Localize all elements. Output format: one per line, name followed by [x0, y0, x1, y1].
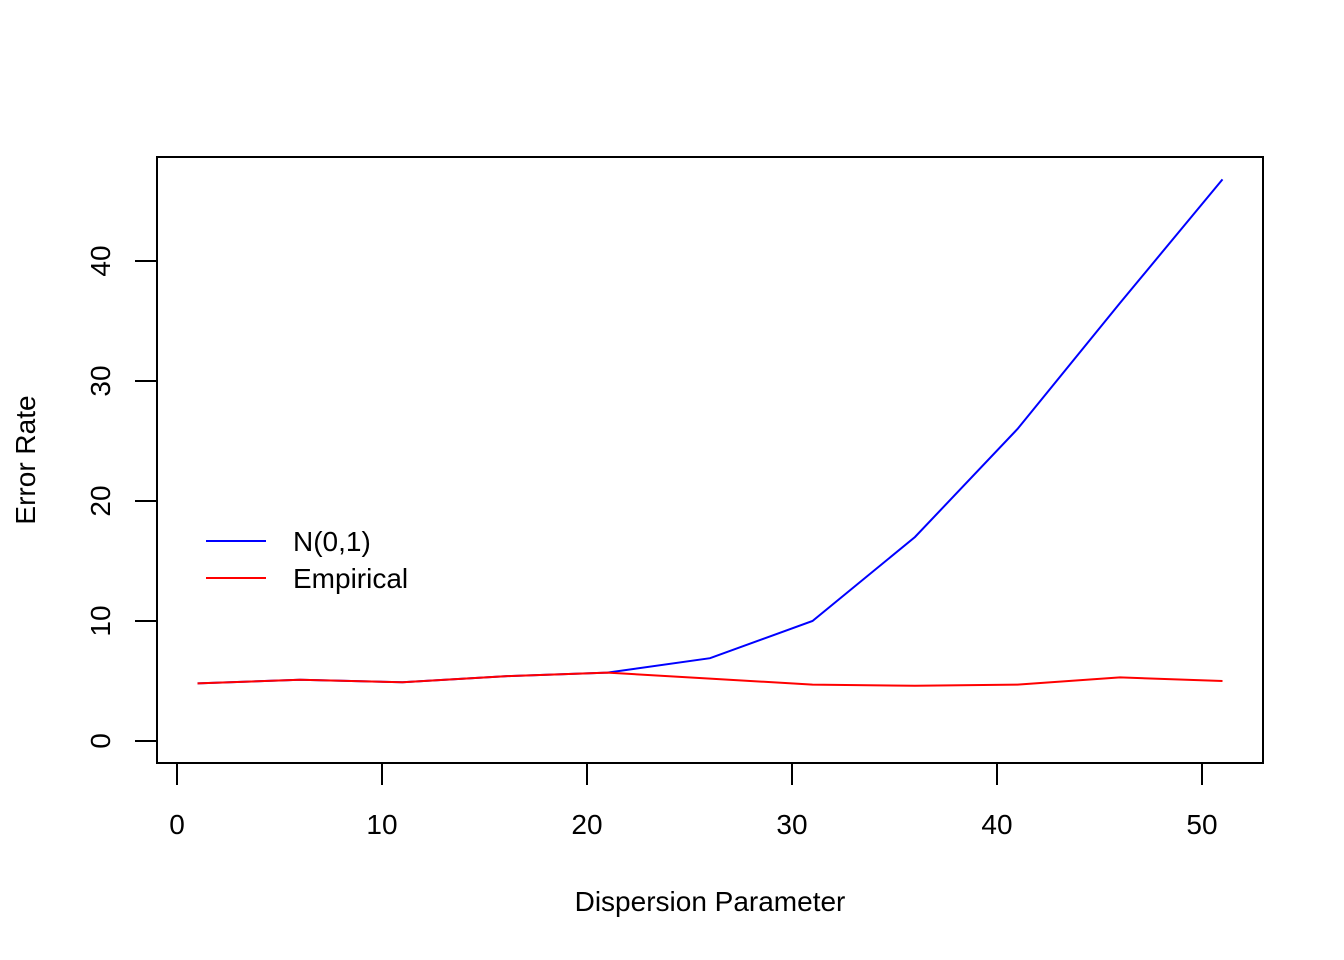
x-axis-label: Dispersion Parameter — [575, 886, 846, 917]
y-tick-label: 40 — [85, 245, 116, 276]
x-tick-label: 0 — [169, 809, 185, 840]
plot-frame — [156, 156, 1264, 764]
x-tick-label: 20 — [571, 809, 602, 840]
y-tick-label: 0 — [85, 733, 116, 749]
x-tick-label: 40 — [981, 809, 1012, 840]
y-tick-label: 30 — [85, 365, 116, 396]
x-axis: 0 10 20 30 40 50 — [169, 762, 1218, 840]
series-line-empirical — [197, 671, 1223, 687]
legend-label: N(0,1) — [293, 526, 371, 557]
y-tick-label: 20 — [85, 485, 116, 516]
x-tick-label: 30 — [776, 809, 807, 840]
series-line-normal — [197, 178, 1224, 685]
y-axis: 0 10 20 30 40 — [85, 245, 158, 749]
series-lines — [197, 178, 1224, 687]
y-axis-label: Error Rate — [10, 395, 41, 524]
y-tick-label: 10 — [85, 605, 116, 636]
x-tick-label: 50 — [1186, 809, 1217, 840]
legend-label: Empirical — [293, 563, 408, 594]
legend: N(0,1) Empirical — [206, 526, 408, 594]
x-tick-label: 10 — [366, 809, 397, 840]
